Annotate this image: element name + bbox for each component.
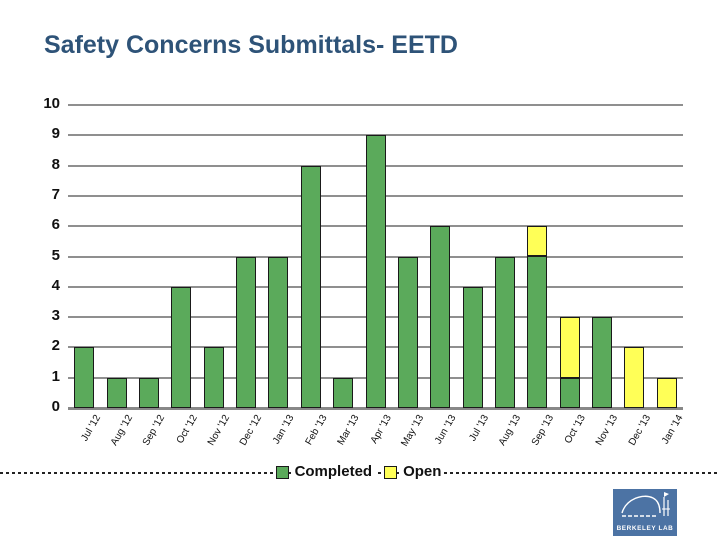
chart-title: Safety Concerns Submittals- EETD — [44, 31, 458, 59]
bar-segment-completed — [138, 377, 159, 408]
berkeley-lab-logo: BERKELEY LAB — [613, 489, 677, 536]
bar-Jan14 — [656, 377, 677, 408]
bar-Feb13 — [300, 165, 321, 408]
bar-segment-completed — [397, 256, 418, 408]
x-tick-label: Jan '13 — [271, 413, 297, 447]
y-axis-label-3: 3 — [51, 307, 60, 325]
x-tick-label: Apr '13 — [368, 413, 395, 446]
legend-swatch-completed — [275, 465, 289, 479]
y-axis-label-8: 8 — [51, 155, 60, 173]
bar-Sep12 — [138, 377, 159, 408]
bar-segment-completed — [430, 226, 451, 408]
y-axis-label-2: 2 — [51, 337, 60, 355]
bar-Oct13 — [559, 317, 580, 408]
legend-label-completed: Completed — [291, 462, 376, 482]
x-tick-label: Jul '12 — [78, 413, 103, 444]
bar-Mar13 — [333, 377, 354, 408]
y-axis-label-0: 0 — [51, 398, 60, 415]
bar-Jul12 — [74, 347, 95, 408]
bar-segment-completed — [268, 256, 289, 408]
bar-May13 — [397, 256, 418, 408]
bar-Jan13 — [268, 256, 289, 408]
bar-segment-open — [624, 347, 645, 408]
bar-segment-completed — [106, 377, 127, 408]
x-tick-label: Aug '12 — [108, 413, 136, 448]
bar-Nov13 — [592, 317, 613, 408]
bar-segment-completed — [494, 256, 515, 408]
bar-Dec12 — [236, 256, 257, 408]
bar-segment-completed — [203, 347, 224, 408]
x-tick-label: Oct '13 — [563, 413, 589, 446]
bar-Oct12 — [171, 286, 192, 408]
x-tick-label: May '13 — [399, 413, 427, 449]
bar-Dec13 — [624, 347, 645, 408]
bar-Nov12 — [203, 347, 224, 408]
gridline-y0 — [68, 407, 683, 410]
bar-Apr13 — [365, 135, 386, 408]
bar-segment-open — [559, 317, 580, 378]
berkeley-lab-logo-text: BERKELEY LAB — [617, 525, 674, 532]
y-axis-label-5: 5 — [51, 246, 60, 264]
bar-segment-completed — [462, 286, 483, 408]
x-tick-label: Nov '12 — [205, 413, 233, 448]
bar-segment-completed — [236, 256, 257, 408]
y-axis-label-4: 4 — [51, 276, 60, 294]
y-axis-label-7: 7 — [51, 185, 60, 203]
x-tick-label: Mar '13 — [335, 413, 362, 448]
bar-segment-completed — [333, 377, 354, 408]
x-tick-label: Feb '13 — [303, 413, 330, 448]
bar-segment-completed — [300, 165, 321, 408]
y-axis-label-6: 6 — [51, 216, 60, 234]
y-axis-label-9: 9 — [51, 125, 60, 143]
y-axis-label-10: 10 — [43, 95, 60, 112]
x-tick-label: Sep '13 — [529, 413, 556, 448]
x-tick-label: Jun '13 — [433, 413, 459, 447]
gridline-y10 — [68, 104, 683, 106]
berkeley-lab-dome-icon: BERKELEY LAB — [617, 492, 674, 532]
legend-swatch-open — [384, 465, 398, 479]
bar-segment-open — [656, 377, 677, 408]
bar-segment-completed — [559, 377, 580, 408]
bar-segment-completed — [171, 286, 192, 408]
x-tick-label: Oct '12 — [174, 413, 200, 446]
bar-segment-completed — [365, 135, 386, 408]
x-tick-label: Jul '13 — [467, 413, 492, 444]
bar-Aug13 — [494, 256, 515, 408]
x-tick-label: Aug '13 — [497, 413, 524, 448]
bar-Jul13 — [462, 286, 483, 408]
x-tick-label: Nov '13 — [594, 413, 621, 448]
chart-legend: Completed Open — [0, 461, 720, 483]
y-axis-label-1: 1 — [51, 367, 60, 385]
bar-segment-completed — [74, 347, 95, 408]
x-tick-label: Sep '12 — [141, 413, 168, 448]
legend-label-open: Open — [400, 462, 445, 482]
x-tick-label: Jan '14 — [659, 413, 686, 447]
x-tick-label: Dec '13 — [626, 413, 653, 448]
bar-segment-open — [527, 226, 548, 257]
plot-area — [68, 104, 683, 410]
bar-Jun13 — [430, 226, 451, 408]
legend-item-completed: Completed — [275, 462, 376, 482]
bar-segment-completed — [592, 317, 613, 408]
bar-segment-completed — [527, 256, 548, 408]
x-tick-label: Dec '12 — [238, 413, 265, 448]
bar-Sep13 — [527, 226, 548, 408]
legend-item-open: Open — [384, 462, 445, 482]
bar-Aug12 — [106, 377, 127, 408]
